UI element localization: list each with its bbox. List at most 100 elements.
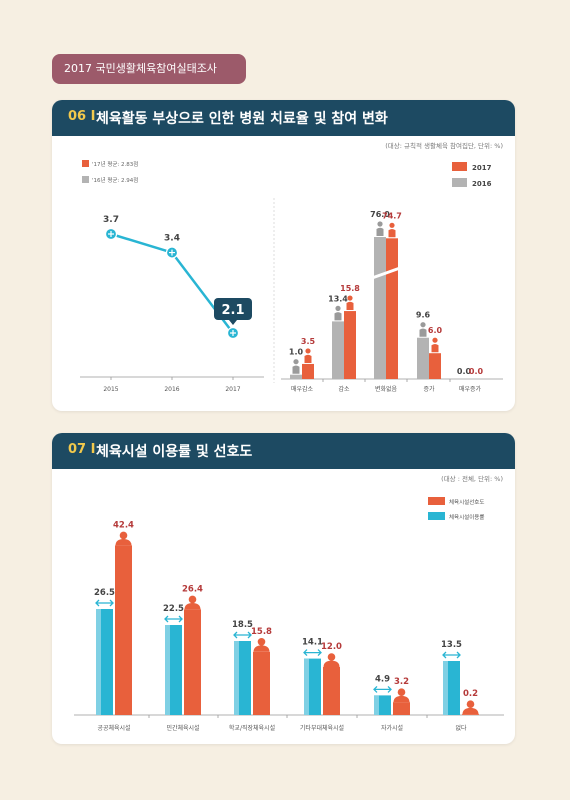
section-06-header: 06 I 체육활동 부상으로 인한 병원 치료율 및 참여 변화 [52,100,515,136]
bar-category-label: 감소 [338,386,350,393]
person-icon-2016 [376,221,384,236]
legend-label-2017-avg: '17년 평균: 2.83점 [92,160,138,168]
facility-category-label: 자가시설 [381,724,403,732]
axis-break-mark [371,266,401,280]
section-06-note: (대상: 규칙적 생활체육 참여집단, 단위: %) [385,142,503,150]
usage-arrow-icon [303,649,322,657]
usage-value-label: 4.9 [375,674,390,684]
preference-bar [253,651,270,715]
legend-label-2016-avg: '16년 평균: 2.94점 [92,176,138,184]
point-plus-icon [108,231,114,237]
highlight-callout-value: 2.1 [221,303,244,318]
injury-rate-value-label: 3.4 [164,234,180,244]
section-07-number: 07 I [68,442,96,457]
bar-2016-value-label: 1.0 [289,348,304,357]
person-icon-2016 [334,305,342,321]
bar-category-label: 변화없음 [375,385,398,393]
facility-category-label: 학교/직장체육시설 [229,724,275,732]
bar-2016 [417,337,429,379]
usage-arrow-icon [373,685,392,693]
preference-value-label: 26.4 [182,584,203,594]
bar-2016 [374,237,386,379]
preference-person-icon [115,531,132,546]
preference-person-icon [323,653,340,667]
section-06-number: 06 I [68,109,96,124]
legend-swatch-2017 [452,162,467,171]
preference-value-label: 15.8 [251,627,272,637]
usage-bar-highlight [304,658,309,715]
bar-2016 [332,321,344,379]
bar-2016-value-label: 13.4 [328,294,348,303]
usage-value-label: 22.5 [163,604,184,614]
bar-2017 [344,311,356,379]
usage-value-label: 18.5 [232,620,253,630]
bar-2017-value-label: 15.8 [340,284,360,293]
usage-value-label: 14.1 [302,638,323,648]
bar-2017 [429,353,441,379]
highlight-callout-box [214,298,252,320]
preference-value-label: 3.2 [394,677,409,687]
legend-label-usage: 체육시설이용률 [449,513,484,521]
line-chart-x-tick-label: 2017 [225,386,240,393]
preference-value-label: 12.0 [321,642,342,652]
legend-label-preference: 체육시설선호도 [449,498,484,506]
preference-bar [393,702,410,715]
usage-arrow-icon [164,615,183,623]
person-icon-2017 [346,295,354,311]
preference-person-icon [184,595,201,610]
usage-bar-highlight [96,609,101,715]
usage-arrow-icon [233,631,252,639]
person-icon-2017 [304,348,312,363]
preference-person-icon [393,688,410,703]
bar-category-label: 매우감소 [291,385,314,393]
usage-value-label: 13.5 [441,640,462,650]
line-chart-x-tick-label: 2016 [164,386,179,393]
usage-arrow-icon [95,599,114,607]
bar-2017-value-label: 74.7 [382,211,402,220]
highlight-callout-pointer [229,320,237,325]
injury-rate-value-label: 3.7 [103,215,119,225]
section-06-title: 체육활동 부상으로 인한 병원 치료율 및 참여 변화 [96,111,388,127]
section-07-card: 07 I 체육시설 이용률 및 선호도 (대상 : 전체, 단위: %) 체육시… [52,433,515,744]
legend-swatch-usage [428,512,445,520]
preference-bar [323,667,340,715]
preference-bar [184,609,201,715]
bar-2016-value-label: 76.0 [370,210,390,219]
point-plus-icon [169,249,175,256]
report-tag: 2017 국민생활체육참여실태조사 [52,54,246,84]
facility-category-label: 없다 [455,724,467,732]
usage-arrow-icon [442,651,461,659]
preference-bar [115,545,132,715]
usage-bar-highlight [443,661,448,715]
facility-category-label: 기타부대체육시설 [300,724,344,732]
bar-2017 [386,238,398,379]
bar-2016 [290,374,302,379]
legend-label-2017: 2017 [472,164,492,172]
bar-2017-value-label: 3.5 [301,337,316,346]
line-chart-x-tick-label: 2015 [103,386,118,393]
usage-value-label: 26.5 [94,588,115,598]
bar-2017-value-label: 6.0 [428,326,443,335]
bar-category-label: 증가 [423,385,435,393]
legend-label-2016: 2016 [472,180,492,188]
legend-swatch-2016 [452,178,467,187]
bar-category-label: 매우증가 [459,385,482,393]
usage-bar-highlight [234,641,239,715]
preference-person-icon [253,638,270,652]
person-icon-2016 [419,322,427,337]
person-icon-2017 [388,222,396,238]
preference-person-icon [462,700,479,715]
point-plus-icon [230,330,236,336]
legend-swatch-preference [428,497,445,505]
section-07-header: 07 I 체육시설 이용률 및 선호도 [52,433,515,469]
person-icon-2017 [431,337,439,353]
facility-category-label: 민간체육시설 [166,724,199,732]
bar-2016-value-label: 9.6 [416,311,431,320]
preference-value-label: 0.2 [463,689,478,699]
section-06-card: 06 I 체육활동 부상으로 인한 병원 치료율 및 참여 변화 (대상: 규칙… [52,100,515,411]
section-06-charts: '17년 평균: 2.83점 '16년 평균: 2.94점 2015 2016 2017… [80,160,503,393]
usage-bar-highlight [374,695,379,715]
legend-swatch-2017-avg [82,160,89,167]
person-icon-2016 [292,359,300,374]
